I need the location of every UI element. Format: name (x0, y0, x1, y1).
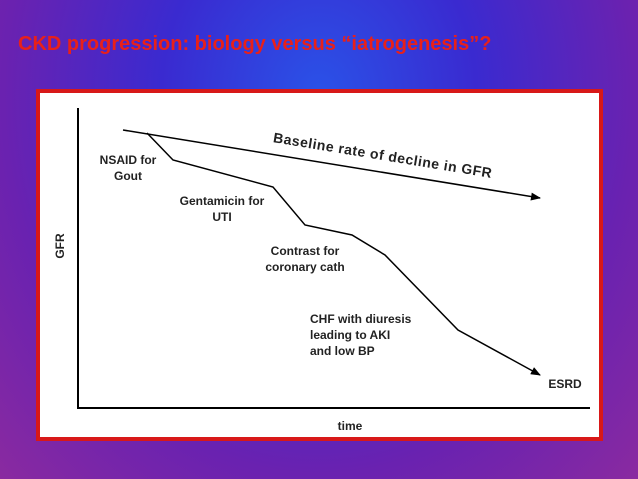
event-label: Gout (114, 169, 142, 183)
event-label: NSAID for (100, 153, 157, 167)
decline-line (146, 132, 541, 376)
end-label: ESRD (548, 377, 582, 391)
event-label: UTI (212, 210, 231, 224)
event-label: coronary cath (265, 260, 344, 274)
event-label: Contrast for (271, 244, 340, 258)
panel (36, 89, 603, 441)
x-axis-label: time (338, 419, 363, 433)
event-label: Gentamicin for (180, 194, 265, 208)
slide-title: CKD progression: biology versus “iatroge… (18, 33, 491, 55)
baseline-line (122, 129, 541, 201)
event-label: leading to AKI (310, 328, 390, 342)
y-axis-label: GFR (53, 233, 67, 259)
event-label: and low BP (310, 344, 375, 358)
event-label: CHF with diuresis (310, 312, 412, 326)
events: NSAID for Gout Gentamicin for UTI Contrast f… (100, 153, 412, 358)
